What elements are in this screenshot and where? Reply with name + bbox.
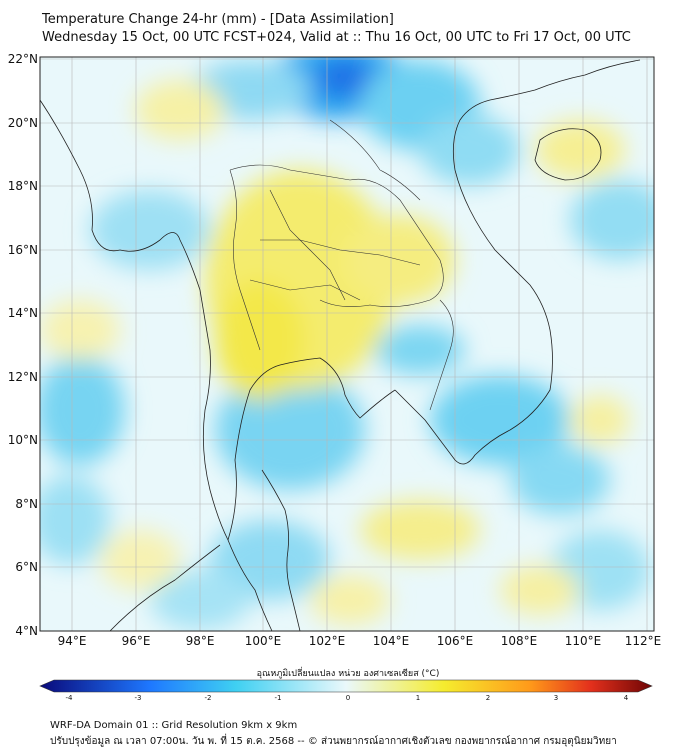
lon-label: 110°E: [565, 634, 602, 648]
lat-label: 22°N: [8, 52, 38, 66]
colorbar-title: อุณหภูมิเปลี่ยนแปลง หน่วย องศาเซลเซียส (…: [257, 666, 440, 679]
gridlines: [40, 57, 654, 631]
footer-model-info: WRF-DA Domain 01 :: Grid Resolution 9km …: [50, 720, 298, 731]
colorbar-tick: -2: [205, 694, 212, 702]
temperature-field: [40, 57, 654, 631]
lat-label: 20°N: [8, 116, 38, 130]
coastlines: [40, 59, 641, 631]
lat-label: 18°N: [8, 179, 38, 193]
latitude-axis: 22°N 20°N 18°N 16°N 14°N 12°N 10°N 8°N 6…: [8, 52, 38, 638]
colorbar-tick: 4: [624, 694, 629, 702]
lon-label: 100°E: [245, 634, 282, 648]
colorbar-tick: -3: [135, 694, 142, 702]
lon-label: 106°E: [437, 634, 474, 648]
lon-label: 94°E: [58, 634, 87, 648]
lon-label: 102°E: [309, 634, 346, 648]
colorbar-tick: 2: [486, 694, 490, 702]
plot-frame: [39, 56, 655, 632]
colorbar: อุณหภูมิเปลี่ยนแปลง หน่วย องศาเซลเซียส (…: [39, 666, 653, 702]
footer-credit: ปรับปรุงข้อมูล ณ เวลา 07:00น. วัน พ. ที่…: [50, 736, 617, 747]
lat-label: 10°N: [8, 433, 38, 447]
lat-label: 4°N: [15, 624, 38, 638]
colorbar-tick: 3: [554, 694, 558, 702]
colorbar-gradient: [39, 679, 653, 693]
map-title: Temperature Change 24-hr (mm) - [Data As…: [42, 12, 394, 27]
lat-label: 6°N: [15, 560, 38, 574]
map-subtitle: Wednesday 15 Oct, 00 UTC FCST+024, Valid…: [42, 30, 631, 45]
lat-label: 16°N: [8, 243, 38, 257]
colorbar-tick: 0: [346, 694, 350, 702]
colorbar-tick: -1: [275, 694, 282, 702]
lat-label: 14°N: [8, 306, 38, 320]
lon-label: 112°E: [625, 634, 662, 648]
colorbar-tick: -4: [66, 694, 74, 702]
colorbar-tick: 1: [416, 694, 420, 702]
lon-label: 104°E: [373, 634, 410, 648]
admin-borders: [229, 119, 454, 411]
lon-label: 108°E: [501, 634, 538, 648]
lon-label: 96°E: [122, 634, 151, 648]
longitude-axis: 94°E 96°E 98°E 100°E 102°E 104°E 106°E 1…: [58, 634, 662, 648]
lat-label: 8°N: [15, 497, 38, 511]
lon-label: 98°E: [186, 634, 215, 648]
lat-label: 12°N: [8, 370, 38, 384]
